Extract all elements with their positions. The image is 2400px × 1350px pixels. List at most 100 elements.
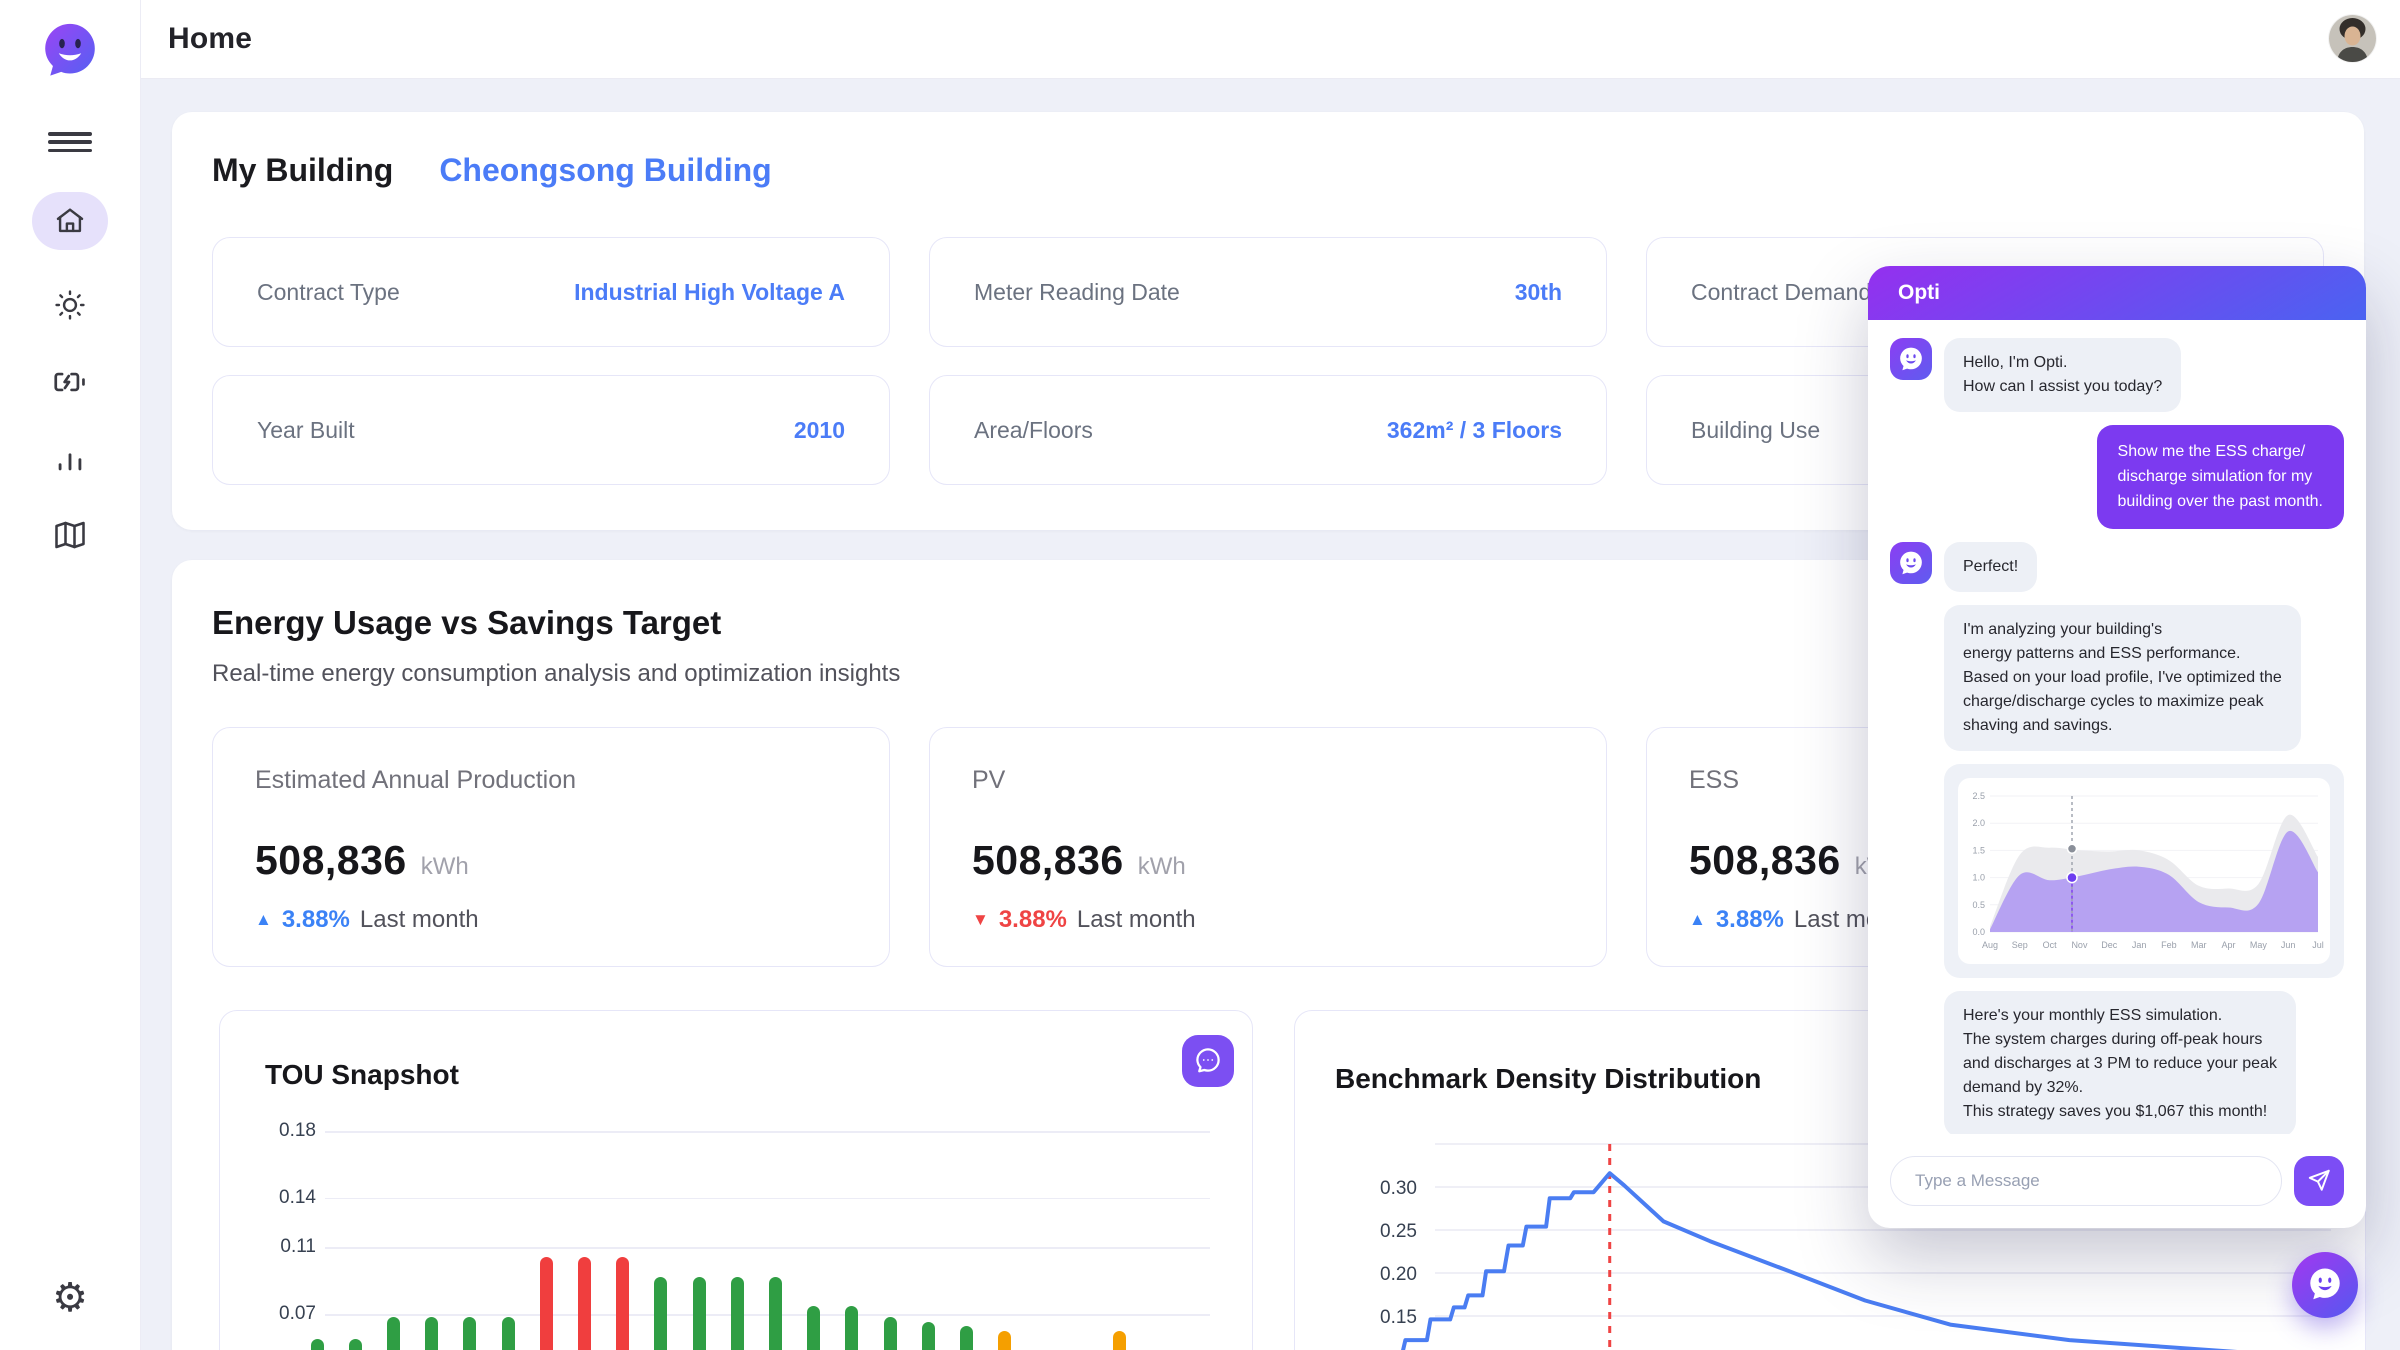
building-name[interactable]: Cheongsong Building <box>439 152 771 189</box>
kpi-card-estimated-annual-production: Estimated Annual Production 508,836 kWh ▲… <box>212 727 890 967</box>
kpi-delta-note: Last month <box>360 906 479 934</box>
info-value: Industrial High Voltage A <box>574 279 845 306</box>
kpi-label: PV <box>972 766 1564 795</box>
sidebar-nav <box>32 192 108 556</box>
chat-message-user: Show me the ESS charge/ discharge simula… <box>1890 425 2344 529</box>
kpi-delta: 3.88% <box>282 906 350 934</box>
sidebar: ⚙ <box>0 0 141 1350</box>
battery-charging-icon <box>51 363 89 404</box>
kpi-card-pv: PV 508,836 kWh ▼ 3.88% Last month <box>929 727 1607 967</box>
chat-message-bot: Perfect! <box>1890 542 2344 592</box>
info-label: Area/Floors <box>974 417 1093 444</box>
kpi-unit: kWh <box>421 853 469 881</box>
bot-avatar-icon <box>1890 338 1932 380</box>
svg-text:Sep: Sep <box>2012 940 2028 950</box>
ess-mini-chart: 2.5 2.0 1.5 1.0 0.5 0.0 Aug Sep Oct Nov Dec Jan Feb M… <box>1958 778 2330 964</box>
chat-bubble: Hello, I'm Opti. How can I assist you to… <box>1944 338 2181 412</box>
svg-text:Nov: Nov <box>2071 940 2088 950</box>
info-value: 362m² / 3 Floors <box>1387 417 1562 444</box>
svg-text:Oct: Oct <box>2043 940 2058 950</box>
delta-down-icon: ▼ <box>972 910 989 930</box>
chat-chart-message: 2.5 2.0 1.5 1.0 0.5 0.0 Aug Sep Oct Nov Dec Jan Feb M… <box>1944 764 2344 978</box>
svg-text:2.5: 2.5 <box>1972 791 1985 801</box>
info-card-meter-reading-date: Meter Reading Date 30th <box>929 237 1607 347</box>
opti-chat-panel: Opti Hello, I'm Opti. How can I assist y… <box>1868 266 2366 1228</box>
kpi-delta: 3.88% <box>999 906 1067 934</box>
info-label: Contract Demand <box>1691 279 1871 306</box>
sidebar-item-settings[interactable]: ⚙ <box>52 1278 88 1318</box>
menu-toggle-button[interactable] <box>47 126 93 158</box>
chat-bubble-user: Show me the ESS charge/ discharge simula… <box>2097 425 2344 529</box>
chat-header: Opti <box>1868 266 2366 320</box>
delta-up-icon: ▲ <box>1689 910 1706 930</box>
chat-fab-button[interactable] <box>2292 1252 2358 1318</box>
svg-text:Mar: Mar <box>2191 940 2207 950</box>
info-label: Year Built <box>257 417 355 444</box>
svg-text:2.0: 2.0 <box>1972 819 1985 829</box>
sidebar-item-analytics[interactable] <box>53 442 87 479</box>
chat-messages: Hello, I'm Opti. How can I assist you to… <box>1868 320 2366 1134</box>
send-message-button[interactable] <box>2294 1156 2344 1206</box>
section-title: My Building <box>212 152 393 189</box>
info-label: Meter Reading Date <box>974 279 1180 306</box>
svg-text:Feb: Feb <box>2161 940 2177 950</box>
svg-text:Jun: Jun <box>2281 940 2296 950</box>
svg-text:0.30: 0.30 <box>1380 1178 1417 1199</box>
svg-text:May: May <box>2250 940 2268 950</box>
svg-text:Apr: Apr <box>2222 940 2236 950</box>
svg-text:Dec: Dec <box>2101 940 2118 950</box>
gear-icon: ⚙ <box>52 1278 88 1318</box>
tou-chart: 0.180.140.110.07 <box>220 1011 1252 1350</box>
kpi-unit: kWh <box>1138 853 1186 881</box>
app-logo-icon[interactable] <box>38 18 102 82</box>
page-title: Home <box>168 22 252 56</box>
tou-card: TOU Snapshot 0.180.140.110.07 <box>219 1010 1253 1350</box>
sun-icon <box>53 288 87 325</box>
chat-bubble: I'm analyzing your building's energy pat… <box>1944 605 2301 751</box>
kpi-value: 508,836 <box>255 837 407 884</box>
home-icon <box>32 192 108 250</box>
info-value: 2010 <box>794 417 845 444</box>
sidebar-item-home[interactable] <box>32 192 108 250</box>
info-label: Building Use <box>1691 417 1820 444</box>
building-section-header: My Building Cheongsong Building <box>212 152 772 189</box>
chat-smiley-icon <box>2306 1265 2344 1306</box>
app-window: ⚙ Home My Building Cheongsong Building C… <box>0 0 2400 1350</box>
map-icon <box>52 517 88 556</box>
svg-text:Aug: Aug <box>1982 940 1998 950</box>
svg-text:Jan: Jan <box>2132 940 2147 950</box>
send-icon <box>2306 1167 2332 1196</box>
info-card-contract-type: Contract Type Industrial High Voltage A <box>212 237 890 347</box>
svg-text:1.5: 1.5 <box>1972 846 1985 856</box>
svg-text:0.5: 0.5 <box>1972 900 1985 910</box>
svg-text:Jul: Jul <box>2312 940 2324 950</box>
chat-title: Opti <box>1898 281 1940 305</box>
kpi-value: 508,836 <box>972 837 1124 884</box>
chat-bubble: Perfect! <box>1944 542 2037 592</box>
chat-message-bot: Hello, I'm Opti. How can I assist you to… <box>1890 338 2344 412</box>
svg-text:0.0: 0.0 <box>1972 927 1985 937</box>
svg-text:0.15: 0.15 <box>1380 1307 1417 1328</box>
kpi-delta: 3.88% <box>1716 906 1784 934</box>
chat-input-row <box>1890 1156 2344 1206</box>
sidebar-item-ess[interactable] <box>51 363 89 404</box>
topbar: Home <box>140 0 2400 79</box>
info-label: Contract Type <box>257 279 400 306</box>
delta-up-icon: ▲ <box>255 910 272 930</box>
bar-chart-icon <box>53 442 87 479</box>
info-card-year-built: Year Built 2010 <box>212 375 890 485</box>
energy-section-subtitle: Real-time energy consumption analysis an… <box>212 660 900 688</box>
info-card-area-floors: Area/Floors 362m² / 3 Floors <box>929 375 1607 485</box>
chat-message-input[interactable] <box>1890 1156 2282 1206</box>
chat-bubble: Here's your monthly ESS simulation. The … <box>1944 991 2296 1134</box>
kpi-value: 508,836 <box>1689 837 1841 884</box>
kpi-delta-note: Last month <box>1077 906 1196 934</box>
energy-section-title: Energy Usage vs Savings Target <box>212 604 721 642</box>
svg-text:0.25: 0.25 <box>1380 1221 1417 1242</box>
user-avatar[interactable] <box>2329 15 2376 62</box>
sidebar-item-map[interactable] <box>52 517 88 556</box>
kpi-label: Estimated Annual Production <box>255 766 847 795</box>
sidebar-item-solar[interactable] <box>53 288 87 325</box>
svg-text:0.20: 0.20 <box>1380 1264 1417 1285</box>
svg-text:1.0: 1.0 <box>1972 873 1985 883</box>
